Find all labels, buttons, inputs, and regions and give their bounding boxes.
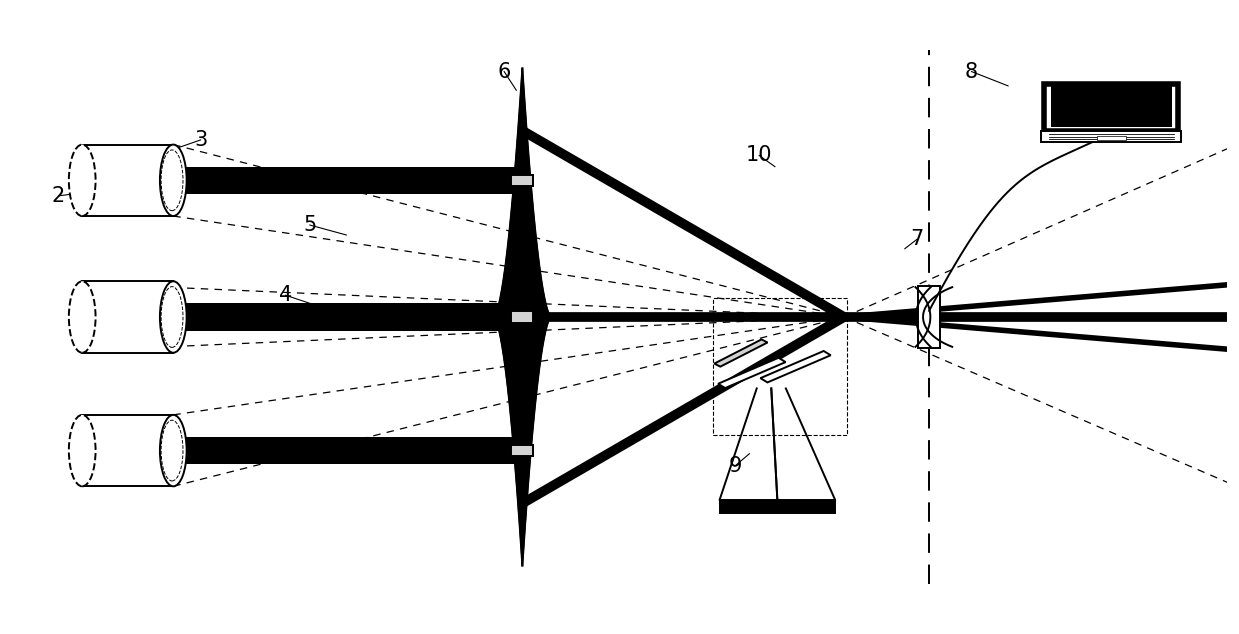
Ellipse shape	[69, 415, 95, 486]
Bar	[1042, 131, 1181, 142]
Bar	[82, 145, 173, 216]
Bar	[918, 286, 940, 348]
Bar	[512, 445, 533, 456]
Bar	[173, 167, 517, 194]
Text: 9: 9	[729, 456, 741, 476]
Bar	[512, 175, 533, 186]
Bar	[1051, 86, 1172, 127]
Text: 10: 10	[746, 145, 772, 165]
Text: 2: 2	[52, 186, 66, 206]
Bar	[173, 303, 517, 331]
Ellipse shape	[69, 145, 95, 216]
Bar	[712, 299, 846, 435]
Text: 3: 3	[195, 130, 207, 150]
Ellipse shape	[69, 281, 95, 353]
Polygon shape	[719, 358, 786, 388]
Text: 5: 5	[304, 215, 316, 235]
Ellipse shape	[160, 281, 187, 353]
Polygon shape	[715, 339, 767, 366]
Polygon shape	[761, 351, 830, 382]
Text: 8: 8	[965, 61, 978, 82]
Bar	[720, 500, 835, 514]
Bar	[1097, 136, 1126, 140]
Ellipse shape	[160, 145, 187, 216]
Text: 4: 4	[279, 285, 292, 305]
Ellipse shape	[160, 415, 187, 486]
Bar	[82, 415, 173, 486]
Bar	[512, 311, 533, 323]
Bar	[82, 281, 173, 353]
Polygon shape	[494, 68, 550, 566]
Text: 7: 7	[911, 230, 923, 249]
Bar	[173, 437, 517, 464]
Text: 6: 6	[498, 61, 510, 82]
Text: 1: 1	[81, 153, 94, 173]
Bar	[1044, 84, 1178, 131]
